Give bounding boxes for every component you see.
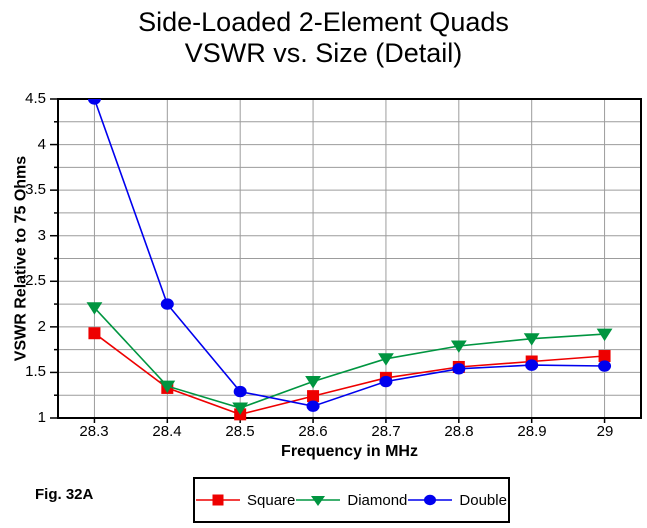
y-tick-label: 2 (37, 318, 46, 335)
y-tick-label: 1.5 (25, 363, 46, 380)
marker-triangle-down-diamond (450, 340, 467, 353)
x-axis-label: Frequency in MHz (281, 443, 418, 460)
legend-item-square: Square (196, 492, 295, 509)
marker-triangle-down-diamond (378, 353, 394, 366)
chart-title-line-2: VSWR vs. Size (Detail) (184, 38, 463, 68)
triangle-down-marker-icon (296, 496, 341, 506)
marker-circle-double (379, 375, 393, 388)
marker-square-square (598, 350, 611, 363)
y-tick-label: 4.5 (25, 90, 46, 107)
marker-triangle-down-diamond (596, 328, 613, 342)
legend-label: Square (247, 491, 296, 509)
legend: Square Diamond Double (193, 477, 510, 523)
marker-circle-double (598, 360, 612, 372)
y-tick-label: 3 (37, 227, 46, 244)
marker-triangle-down-diamond (159, 380, 176, 394)
marker-square-square (307, 390, 320, 403)
marker-triangle-down-diamond (305, 376, 321, 389)
figure-number-label: Fig. 32A (35, 486, 94, 503)
legend-item-double: Double (408, 492, 507, 509)
x-tick-label: 28.3 (79, 423, 109, 440)
marker-circle-double (525, 359, 539, 371)
chart-title: Side-Loaded 2-Element Quads VSWR vs. Siz… (0, 7, 647, 69)
x-tick-label: 28.9 (517, 423, 547, 440)
x-tick-label: 29 (596, 423, 614, 440)
y-tick-label: 4 (37, 136, 46, 153)
circle-marker-icon (408, 494, 453, 506)
marker-circle-double (233, 385, 247, 398)
x-tick-label: 28.5 (225, 423, 255, 440)
series-line-double (93, 99, 605, 408)
marker-triangle-down-diamond (232, 402, 249, 415)
series-line-diamond (93, 307, 605, 409)
marker-circle-double (306, 400, 320, 412)
marker-triangle-down-diamond (523, 333, 540, 346)
y-tick-label: 2.5 (25, 272, 46, 289)
marker-circle-double (452, 363, 466, 375)
chart-title-line-1: Side-Loaded 2-Element Quads (138, 7, 509, 37)
marker-triangle-down-diamond (86, 302, 103, 315)
x-tick-label: 28.6 (298, 423, 328, 440)
y-tick-label: 3.5 (25, 181, 46, 198)
legend-item-diamond: Diamond (296, 492, 407, 509)
marker-square-square (88, 327, 101, 340)
marker-circle-double (87, 99, 101, 105)
x-tick-label: 28.4 (152, 423, 182, 440)
series-line-square (93, 332, 605, 416)
legend-label: Double (459, 491, 507, 509)
y-tick-label: 1 (37, 409, 46, 426)
x-tick-label: 28.7 (371, 423, 401, 440)
legend-label: Diamond (347, 491, 408, 509)
x-tick-label: 28.8 (444, 423, 474, 440)
marker-circle-double (160, 298, 174, 310)
square-marker-icon (196, 494, 240, 506)
y-axis-label: VSWR Relative to 75 Ohms (12, 155, 30, 362)
